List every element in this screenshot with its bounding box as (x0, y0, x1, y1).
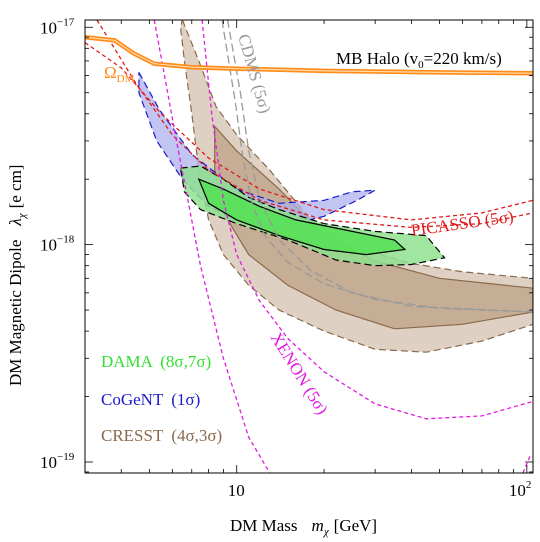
y-tick-exp: −18 (57, 234, 75, 246)
x-tick-base: 10 (509, 481, 526, 500)
x-tick-base: 10 (228, 481, 245, 500)
legend-cresst-detail: (4σ,3σ) (171, 426, 222, 445)
line-picasso-inner (85, 42, 533, 221)
line-xenon-inner (153, 20, 271, 473)
picasso-label-name: PICASSO (410, 211, 482, 240)
relic-line-name: Ω (104, 63, 117, 82)
picasso-label: PICASSO (5σ) (410, 207, 515, 240)
legend-cogent-detail: (1σ) (171, 390, 200, 409)
y-tick-exp: −17 (57, 16, 75, 28)
y-tick-exp: −19 (57, 451, 75, 463)
line-xenon-right (522, 454, 532, 473)
x-tick-exp: 2 (526, 479, 532, 491)
halo-note-sub: 0 (418, 59, 424, 71)
y-axis-label-unit: [e cm] (6, 165, 25, 209)
y-axis-label-text: DM Magnetic Dipole (6, 240, 25, 386)
legend-cogent-label: CoGeNT (101, 390, 164, 409)
plot-frame (84, 19, 534, 474)
y-tick-base: 10 (40, 236, 57, 255)
x-axis-label-text: DM Mass (230, 516, 298, 535)
x-tick-label: 102 (509, 479, 531, 500)
x-axis-label: DM Mass mχ [GeV] (230, 516, 377, 538)
halo-note-rest: =220 km/s) (424, 49, 502, 68)
y-axis-label: DM Magnetic Dipole λχ [e cm] (6, 165, 28, 386)
y-tick-base: 10 (40, 18, 57, 37)
legend-cresst: CRESST (4σ,3σ) (101, 426, 222, 445)
x-axis-label-unit: [GeV] (334, 516, 377, 535)
legend-dama-detail: (8σ,7σ) (160, 352, 211, 371)
x-tick-label: 10 (228, 481, 245, 500)
xenon-label: XENON (5σ) (267, 329, 332, 418)
xenon-label-detail: (5σ) (300, 383, 331, 418)
picasso-label-detail: (5σ) (483, 207, 514, 230)
x-axis-label-symbol: m (312, 516, 324, 535)
cdms-label-name: CDMS (234, 32, 266, 84)
y-tick-label: 10−19 (40, 451, 75, 472)
y-tick-label: 10−18 (40, 234, 75, 255)
xenon-label-name: XENON (267, 329, 315, 390)
halo-note-text: MB Halo (v (336, 49, 419, 68)
legend-dama-label: DAMA (101, 352, 154, 371)
cdms-label-detail: (5σ) (249, 82, 275, 115)
x-axis-label-sub: χ (323, 526, 330, 538)
legend-dama: DAMA (8σ,7σ) (101, 352, 211, 371)
halo-note: MB Halo (v0=220 km/s) (336, 49, 502, 71)
legend-cresst-label: CRESST (101, 426, 164, 445)
line-picasso (96, 20, 533, 229)
line-xenon (201, 20, 533, 420)
legend-cogent: CoGeNT (1σ) (101, 390, 200, 409)
y-tick-label: 10−17 (40, 16, 75, 37)
y-axis-label-symbol: λ (6, 218, 25, 226)
relic-line-sub: DM (117, 73, 135, 85)
relic-line-label: ΩDM (104, 63, 135, 85)
y-tick-base: 10 (40, 453, 57, 472)
cdms-label: CDMS (5σ) (234, 32, 275, 116)
relic-line-inner (85, 36, 533, 74)
y-axis-label-sub: χ (16, 212, 28, 219)
region-dama-8 (197, 178, 407, 256)
line-cdms (221, 20, 533, 313)
